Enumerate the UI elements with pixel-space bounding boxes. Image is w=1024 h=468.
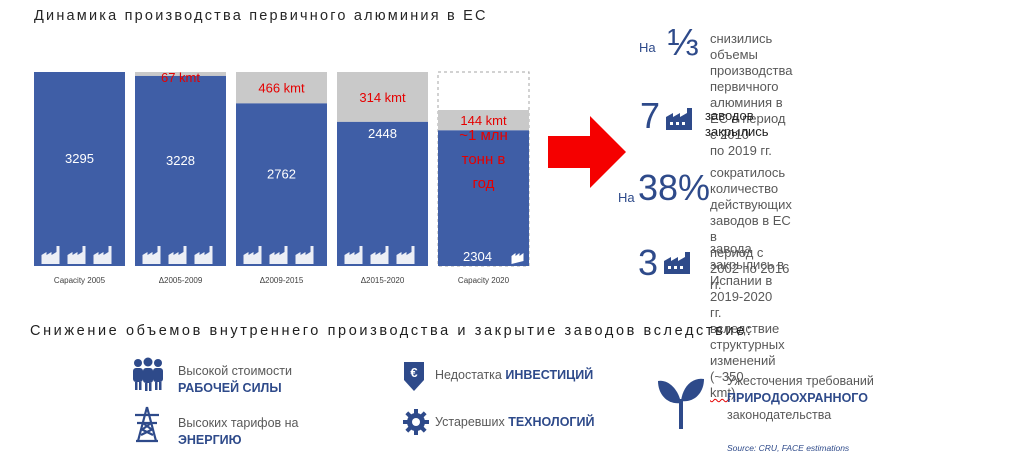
reason-text: Недостатка ИНВЕСТИЦИЙ [435, 367, 593, 384]
value-label: 3228 [166, 153, 195, 168]
stat-value: 38% [638, 167, 711, 208]
stat-description: снизились объемы производства первичного… [710, 31, 792, 159]
power-tower-icon [135, 406, 159, 443]
loss-bar [135, 72, 226, 76]
reason-normal: Высокой стоимости [178, 364, 292, 378]
factory-icon [243, 246, 262, 264]
loss-bar [236, 72, 327, 104]
stat-desc-line: по 2019 гг. [710, 143, 772, 158]
value-label: 2762 [267, 167, 296, 182]
value-label: 3295 [65, 151, 94, 166]
stat-desc-line: структурных изменений (~350 [710, 337, 785, 384]
loss-label: 466 kmt [258, 81, 305, 96]
loss-label: 67 kmt [161, 70, 200, 85]
workers-icon [133, 357, 163, 391]
loss-bar [337, 72, 428, 122]
factory-icon [168, 246, 187, 264]
factory-icon [93, 246, 112, 264]
stat-value: 3 [638, 242, 659, 283]
gear-icon [403, 409, 429, 435]
stat-desc-line: kmt) [710, 385, 736, 400]
total-loss-label: год [473, 175, 495, 192]
total-loss-label: тонн в [462, 151, 506, 168]
factory-icon [142, 246, 161, 264]
value-bar [135, 75, 226, 266]
reason-bold: РАБОЧЕЙ СИЛЫ [178, 381, 282, 395]
category-label: Δ2009-2015 [260, 276, 304, 285]
factory-icon [67, 246, 86, 264]
reason-bold: ПРИРОДООХРАННОГО [727, 391, 868, 405]
stat-desc-line: снизились объемы [710, 31, 773, 62]
reason-text: Высоких тарифов на ЭНЕРГИЮ [178, 415, 299, 449]
value-bar [337, 121, 428, 266]
stat-desc-line: действующих заводов в ЕС в [710, 197, 792, 244]
sprout-icon [658, 378, 704, 429]
stat-description: заводов закрылись [705, 108, 769, 139]
stat-desc-line: завода закрылись в Испании в [710, 241, 785, 288]
production-bar-chart: 3295 Capacity 2005 67 kmt 3228 Δ2005-2009 466… [34, 70, 626, 285]
red-arrow-icon [548, 116, 626, 188]
factory-icon [396, 246, 415, 264]
loss-label: 144 kmt [460, 113, 507, 128]
factory-icon [194, 246, 213, 264]
value-bar [438, 130, 529, 266]
value-bar [34, 72, 125, 266]
value-label: 2448 [368, 126, 397, 141]
factory-icon [666, 108, 692, 130]
reasons-subtitle: Снижение объемов внутреннего производств… [30, 323, 754, 339]
factory-icon [269, 246, 288, 264]
stat-desc-line: производства первичного [710, 63, 793, 94]
loss-bar [438, 109, 529, 131]
reason-bold: ЭНЕРГИЮ [178, 433, 242, 447]
stat-desc-line: период с 2002 по 2016 гг. [710, 245, 790, 292]
category-label: Capacity 2005 [54, 276, 106, 285]
factory-icon [41, 246, 60, 264]
reason-tail: законодательства [727, 408, 832, 422]
svg-text:€: € [410, 365, 417, 380]
reason-normal: Устаревших [435, 415, 505, 429]
category-label: Δ2005-2009 [159, 276, 203, 285]
stat-desc-line: сократилось количество [710, 165, 786, 196]
reason-bold: ТЕХНОЛОГИЙ [508, 415, 595, 429]
factory-icon [370, 246, 389, 264]
stat-description: завода закрылись в Испании в 2019-2020 г… [710, 241, 785, 401]
reason-text: Высокой стоимости РАБОЧЕЙ СИЛЫ [178, 363, 292, 397]
reason-text: Ужесточения требований ПРИРОДООХРАННОГО … [727, 373, 874, 424]
stat-prefix: На [639, 40, 656, 55]
reason-normal: Недостатка [435, 368, 502, 382]
category-label: Capacity 2020 [458, 276, 510, 285]
reason-normal: Высоких тарифов на [178, 416, 299, 430]
factory-icon [344, 246, 363, 264]
factory-icon [295, 246, 314, 264]
stat-desc-line: алюминия в ЕС в период с 2010 [710, 95, 786, 142]
source-note: Source: CRU, FACE estimations [727, 443, 850, 453]
stat-description: сократилось количество действующих завод… [710, 165, 792, 293]
stat-prefix: На [618, 190, 635, 205]
total-loss-label: ~1 млн [459, 127, 508, 144]
reason-text: Устаревших ТЕХНОЛОГИЙ [435, 414, 595, 431]
loss-label: 314 kmt [359, 90, 406, 105]
value-label: 2304 [463, 249, 492, 264]
reason-bold: ИНВЕСТИЦИЙ [505, 368, 594, 382]
factory-icon [664, 252, 690, 274]
category-label: Δ2015-2020 [361, 276, 405, 285]
stat-value: ⅓ [667, 22, 699, 64]
stat-desc-line: 2019-2020 гг. вследствие [710, 289, 780, 336]
euro-down-icon: € [404, 362, 424, 391]
value-bar [236, 103, 327, 266]
stat-value: 7 [640, 95, 661, 136]
page-title: Динамика производства первичного алюмини… [34, 8, 488, 24]
factory-icon [511, 253, 524, 264]
reason-normal: Ужесточения требований [727, 374, 874, 388]
